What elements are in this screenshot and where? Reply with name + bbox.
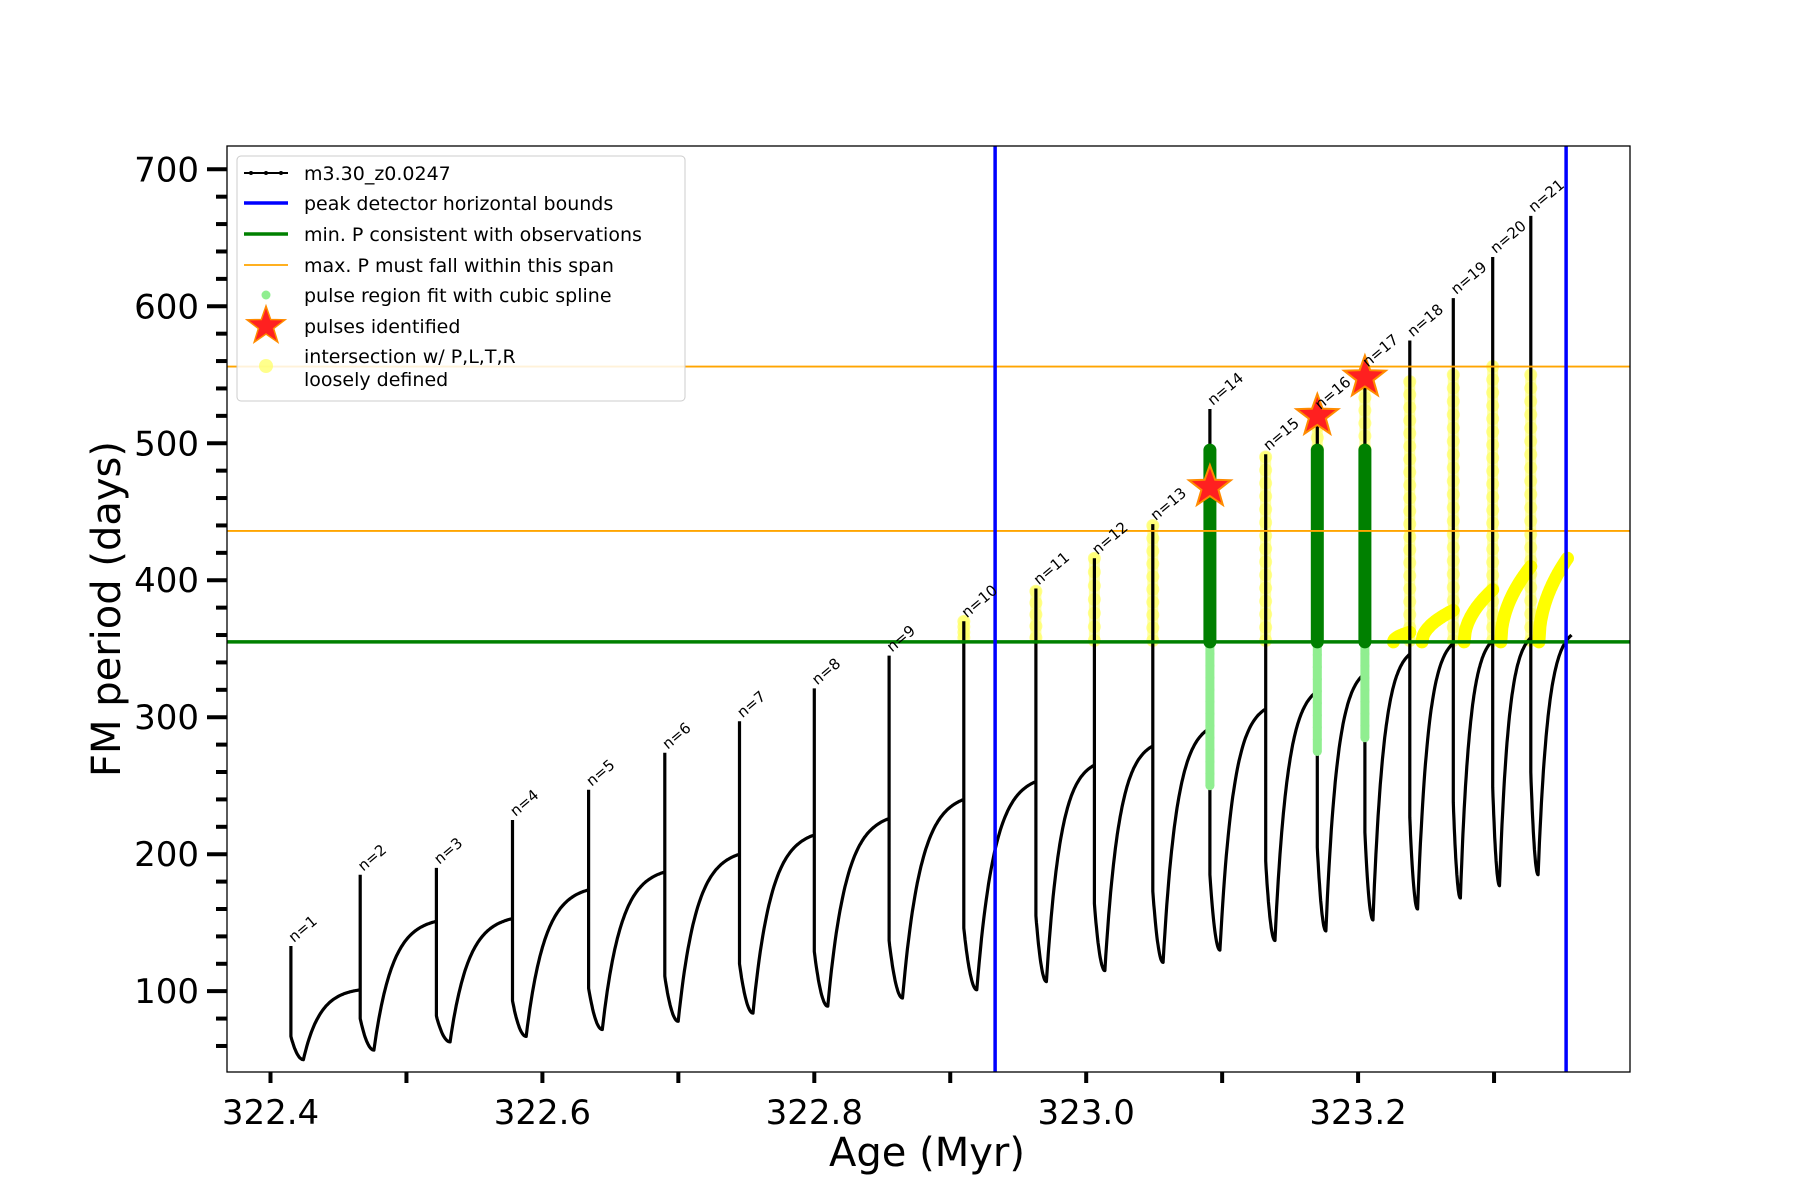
legend-label-1: m3.30_z0.0247: [304, 163, 451, 185]
y-tick-label: 200: [134, 835, 199, 875]
pulse-label: n=3: [430, 834, 466, 868]
pulse-label: n=18: [1404, 300, 1447, 340]
spline-point: [1205, 733, 1215, 743]
spline-point: [1360, 673, 1370, 683]
x-tick-label: 323.0: [1038, 1093, 1135, 1133]
intersection-points: [957, 360, 1574, 649]
spline-point: [1312, 662, 1322, 672]
legend-label-6: pulses identified: [304, 316, 460, 338]
pulse-label: n=9: [883, 622, 919, 656]
spline-point: [1312, 722, 1322, 732]
legend-swatch-intersection: [259, 359, 273, 373]
pulse-label: n=4: [506, 786, 542, 820]
legend-swatches: [244, 171, 288, 373]
intersection-arc: [1494, 560, 1538, 649]
pulse-label: n=6: [659, 719, 695, 753]
pulse-label: n=1: [285, 912, 321, 946]
y-axis-title: FM period (days): [84, 441, 130, 777]
spline-point: [1205, 745, 1215, 755]
pulse-label: n=11: [1030, 548, 1073, 588]
plot-area: [227, 146, 1630, 1072]
spline-point: [1312, 746, 1322, 756]
spline-point: [1312, 674, 1322, 684]
spline-point: [1205, 661, 1215, 671]
spline-point: [1205, 769, 1215, 779]
legend-swatch-star: [244, 303, 288, 345]
y-tick-label: 400: [134, 561, 199, 601]
spline-point: [1360, 697, 1370, 707]
y-tick-label: 300: [134, 698, 199, 738]
legend: m3.30_z0.0247 peak detector horizontal b…: [236, 155, 686, 402]
pulse-label: n=21: [1525, 176, 1568, 216]
spline-point: [1360, 709, 1370, 719]
y-tick-label: 100: [134, 972, 199, 1012]
y-tick-label: 600: [134, 287, 199, 327]
x-tick-label: 322.8: [766, 1093, 863, 1133]
legend-frame: [236, 155, 686, 402]
legend-swatch-spline: [261, 290, 271, 300]
spline-point: [1312, 698, 1322, 708]
pulse-label: n=5: [583, 756, 619, 790]
spline-point: [1360, 733, 1370, 743]
spline-point: [1205, 697, 1215, 707]
pulse-label: n=20: [1487, 217, 1530, 257]
spline-point: [1312, 650, 1322, 660]
spline-point: [1360, 685, 1370, 695]
legend-label-2: peak detector horizontal bounds: [304, 193, 613, 215]
spline-regions: [1203, 443, 1372, 791]
pulse-star-marker: [1293, 390, 1342, 437]
legend-label-5: pulse region fit with cubic spline: [304, 285, 612, 307]
pulse-label: n=12: [1088, 518, 1131, 558]
intersection-arc: [1457, 583, 1500, 649]
spline-point: [1312, 734, 1322, 744]
intersection-arc: [1532, 551, 1574, 649]
spline-point: [1205, 781, 1215, 791]
x-tick-label: 322.4: [222, 1093, 319, 1133]
pulse-star-marker: [1341, 352, 1389, 398]
intersection-arc: [1415, 603, 1460, 649]
legend-swatch-track-marker: [264, 171, 268, 175]
pulse-label: n=17: [1359, 330, 1402, 370]
pulse-label: n=15: [1260, 414, 1303, 454]
pulse-label: n=13: [1147, 484, 1190, 524]
legend-swatch-track-marker: [279, 171, 283, 175]
spline-point: [1205, 649, 1215, 659]
axes: 322.4 322.6 322.8 323.0 323.2 100 200 300 400 500…: [134, 150, 1497, 1133]
spline-point: [1312, 686, 1322, 696]
x-axis-title: Age (Myr): [829, 1130, 1025, 1176]
y-tick-label: 500: [134, 424, 199, 464]
x-tick-label: 322.6: [494, 1093, 591, 1133]
legend-label-7b: loosely defined: [304, 369, 448, 391]
legend-swatch-track-marker: [249, 171, 253, 175]
pulse-star-marker: [1186, 462, 1234, 508]
spline-point: [1312, 710, 1322, 720]
y-tick-label: 700: [134, 150, 199, 190]
spline-point: [1205, 721, 1215, 731]
spline-point: [1360, 661, 1370, 671]
spline-point: [1205, 685, 1215, 695]
spline-point: [1360, 721, 1370, 731]
pulse-label: n=14: [1204, 369, 1247, 409]
pulse-label: n=2: [354, 841, 390, 875]
spline-point: [1205, 709, 1215, 719]
intersection-arc: [1386, 625, 1417, 649]
pulse-label: n=7: [734, 687, 770, 721]
spline-point: [1360, 649, 1370, 659]
pulse-label: n=8: [808, 654, 844, 688]
legend-label-7: intersection w/ P,L,T,R: [304, 346, 516, 368]
x-tick-label: 323.2: [1309, 1093, 1406, 1133]
spline-point: [1205, 757, 1215, 767]
legend-label-4: max. P must fall within this span: [304, 255, 614, 277]
pulse-label: n=16: [1311, 373, 1354, 413]
spline-point: [1205, 673, 1215, 683]
legend-label-3: min. P consistent with observations: [304, 224, 642, 246]
pulse-label: n=19: [1447, 258, 1490, 298]
